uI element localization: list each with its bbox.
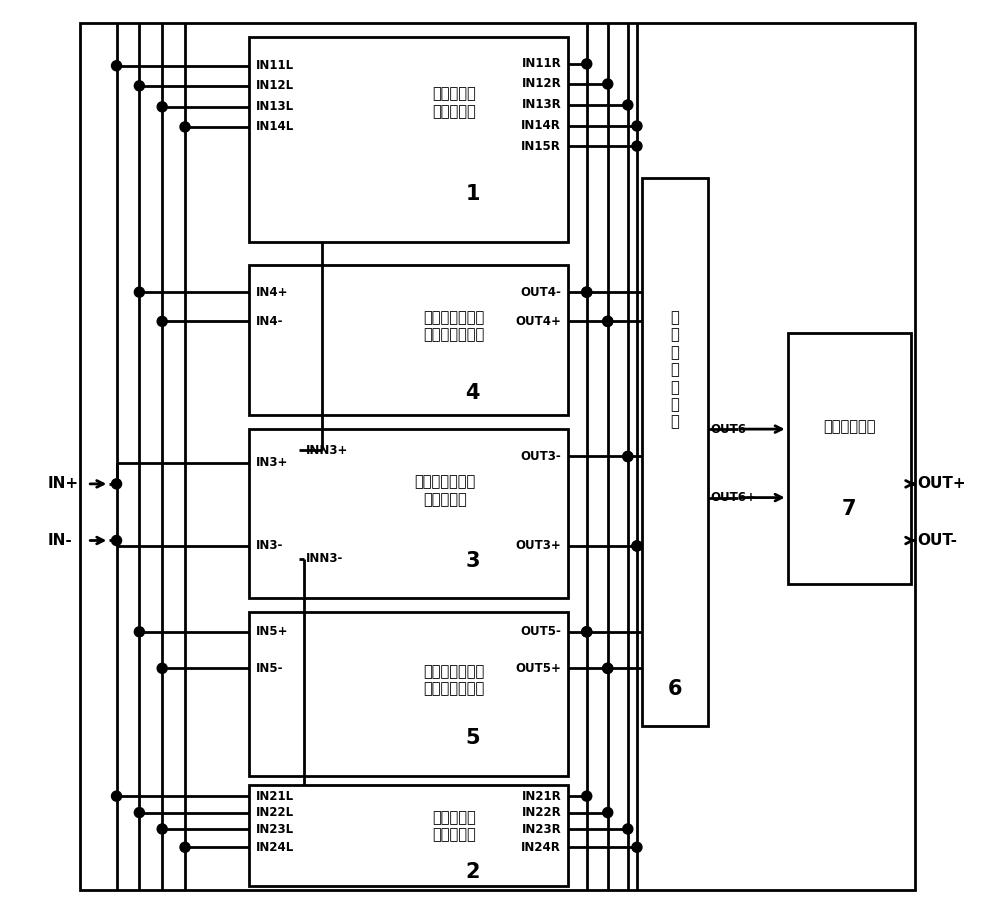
Text: INN3+: INN3+ — [306, 444, 348, 456]
Circle shape — [582, 287, 592, 297]
Circle shape — [623, 824, 633, 834]
Circle shape — [632, 540, 642, 551]
Circle shape — [180, 842, 190, 853]
Circle shape — [134, 627, 144, 637]
Text: IN12R: IN12R — [521, 78, 561, 90]
Circle shape — [134, 287, 144, 297]
Circle shape — [582, 627, 592, 637]
Text: 3: 3 — [465, 551, 480, 571]
FancyBboxPatch shape — [80, 23, 915, 890]
Circle shape — [157, 102, 167, 112]
Text: 输
出
多
路
选
择
器: 输 出 多 路 选 择 器 — [670, 310, 679, 429]
Circle shape — [623, 100, 633, 110]
FancyBboxPatch shape — [249, 612, 568, 776]
Text: 可编程主全差分
运算放大器: 可编程主全差分 运算放大器 — [415, 475, 476, 507]
Circle shape — [112, 791, 122, 802]
Text: 7: 7 — [842, 499, 856, 519]
Text: IN15R: IN15R — [521, 140, 561, 152]
Circle shape — [582, 287, 592, 297]
Text: 第一可编程
开关电容组: 第一可编程 开关电容组 — [432, 87, 476, 119]
Text: 4: 4 — [465, 383, 480, 403]
Text: IN13L: IN13L — [256, 100, 294, 113]
FancyBboxPatch shape — [642, 178, 708, 726]
Text: IN23L: IN23L — [256, 823, 294, 835]
Circle shape — [603, 79, 613, 89]
Text: IN11L: IN11L — [256, 59, 294, 72]
Text: IN3+: IN3+ — [256, 456, 289, 469]
Circle shape — [623, 452, 633, 462]
Circle shape — [632, 121, 642, 131]
Text: OUT6+: OUT6+ — [710, 491, 756, 504]
Text: 5: 5 — [465, 728, 480, 748]
Circle shape — [157, 663, 167, 674]
Text: IN14L: IN14L — [256, 121, 294, 133]
Text: IN4-: IN4- — [256, 315, 284, 328]
Text: IN14R: IN14R — [521, 120, 561, 132]
Text: IN+: IN+ — [48, 477, 79, 491]
FancyBboxPatch shape — [249, 265, 568, 415]
Text: OUT+: OUT+ — [917, 477, 966, 491]
Text: IN4+: IN4+ — [256, 286, 289, 299]
Circle shape — [623, 452, 633, 462]
Circle shape — [582, 627, 592, 637]
Text: OUT3+: OUT3+ — [515, 540, 561, 552]
Circle shape — [157, 824, 167, 834]
Text: OUT5+: OUT5+ — [515, 662, 561, 675]
Text: OUT3-: OUT3- — [520, 450, 561, 463]
Circle shape — [603, 663, 613, 674]
Text: 6: 6 — [668, 679, 682, 699]
Text: IN22R: IN22R — [521, 806, 561, 819]
Text: IN23R: IN23R — [521, 823, 561, 835]
FancyBboxPatch shape — [249, 785, 568, 886]
Text: OUT5-: OUT5- — [520, 625, 561, 638]
Text: OUT-: OUT- — [917, 533, 957, 548]
Text: IN13R: IN13R — [521, 99, 561, 111]
Circle shape — [632, 540, 642, 551]
Circle shape — [603, 663, 613, 674]
Text: 第一可编程从全
差分运算放大器: 第一可编程从全 差分运算放大器 — [424, 310, 485, 342]
Text: 1: 1 — [465, 184, 480, 204]
Text: IN3-: IN3- — [256, 540, 284, 552]
Circle shape — [603, 317, 613, 326]
Circle shape — [632, 142, 642, 152]
Text: IN5-: IN5- — [256, 662, 284, 675]
FancyBboxPatch shape — [249, 429, 568, 598]
Text: IN24R: IN24R — [521, 841, 561, 854]
Circle shape — [112, 479, 122, 489]
Circle shape — [112, 61, 122, 71]
Text: IN21L: IN21L — [256, 790, 294, 803]
Circle shape — [582, 791, 592, 802]
Text: 输出控制模块: 输出控制模块 — [823, 419, 875, 435]
FancyBboxPatch shape — [788, 333, 911, 584]
Circle shape — [180, 122, 190, 132]
Text: 第二可编程
开关电容组: 第二可编程 开关电容组 — [432, 810, 476, 843]
Text: OUT4-: OUT4- — [520, 286, 561, 299]
Text: 2: 2 — [465, 862, 480, 882]
Circle shape — [157, 317, 167, 326]
FancyBboxPatch shape — [249, 37, 568, 242]
Text: IN21R: IN21R — [521, 790, 561, 803]
Text: IN12L: IN12L — [256, 79, 294, 92]
Text: IN5+: IN5+ — [256, 625, 289, 638]
Text: OUT6-: OUT6- — [710, 423, 751, 436]
Text: IN24L: IN24L — [256, 841, 294, 854]
Circle shape — [603, 317, 613, 326]
Circle shape — [632, 842, 642, 853]
Text: IN11R: IN11R — [521, 58, 561, 70]
Text: OUT4+: OUT4+ — [515, 315, 561, 328]
Text: IN-: IN- — [48, 533, 73, 548]
Circle shape — [112, 535, 122, 546]
Circle shape — [134, 81, 144, 91]
Text: IN22L: IN22L — [256, 806, 294, 819]
Text: 第二可编程从全
差分运算放大器: 第二可编程从全 差分运算放大器 — [424, 664, 485, 697]
Text: INN3-: INN3- — [306, 552, 343, 565]
Circle shape — [603, 808, 613, 818]
Circle shape — [134, 808, 144, 818]
Circle shape — [582, 59, 592, 69]
